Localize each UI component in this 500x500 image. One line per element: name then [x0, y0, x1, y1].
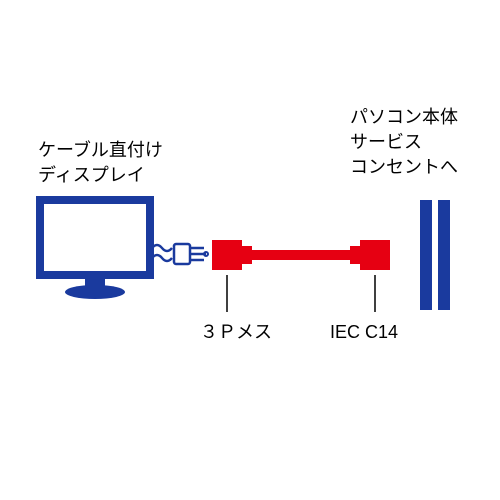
pc-label: パソコン本体 サービス コンセントへ — [350, 105, 458, 181]
connection-diagram — [0, 0, 500, 500]
pc-icon — [420, 200, 450, 310]
monitor-icon — [40, 200, 150, 299]
power-cable — [212, 240, 390, 270]
connector-right-label: IEC C14 — [330, 320, 398, 345]
connector-left-label: ３Ｐメス — [200, 320, 272, 345]
display-label: ケーブル直付け ディスプレイ — [38, 138, 163, 188]
display-cable-plug — [152, 244, 208, 264]
